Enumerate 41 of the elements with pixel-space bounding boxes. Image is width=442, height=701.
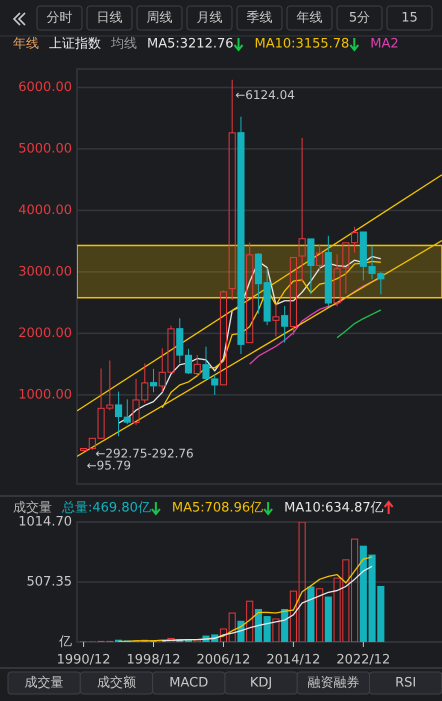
text: 成交额 (96, 674, 136, 690)
y-tick-label: 507.35 (26, 574, 72, 590)
x-tick-label: 2022/12 (336, 652, 390, 668)
y-tick-label: 4000.00 (18, 202, 72, 218)
x-tick-label: 1998/12 (126, 652, 181, 668)
text: 日线 (96, 10, 122, 26)
y-tick-label: 3000.00 (18, 264, 72, 280)
text: 分时 (46, 10, 72, 26)
x-tick-label: 2006/12 (196, 652, 250, 668)
annotation: ←292.75-292.76 (95, 446, 194, 460)
text: MACD (169, 676, 208, 690)
text: MA5:708.96亿 (172, 500, 264, 516)
y-tick-label: 1014.70 (18, 514, 72, 530)
annotation: ←95.79 (86, 458, 132, 472)
text: MA10:634.87亿 (284, 500, 384, 516)
y-tick-label: 1000.00 (18, 387, 72, 402)
text: KDJ (250, 676, 272, 690)
annotation: ←6124.04 (235, 88, 295, 102)
text: 总量:469.80亿 (61, 500, 151, 516)
text: 15 (401, 10, 418, 26)
text: RSI (395, 676, 416, 690)
text: 均线 (110, 36, 137, 52)
text: 成交量 (24, 674, 64, 690)
x-tick-label: 2014/12 (266, 652, 320, 668)
chart-title: 成交量 (13, 500, 52, 516)
y-tick-label: 6000.00 (18, 80, 72, 95)
x-tick-label: 1990/12 (56, 652, 111, 668)
text: 融资融券 (307, 676, 360, 690)
text: 年线 (296, 10, 322, 26)
text: 季线 (246, 10, 272, 26)
y-tick-label: 5000.00 (18, 141, 72, 156)
text: 年线 (13, 36, 39, 52)
chart-title: 上证指数 (49, 36, 101, 52)
y-tick-label: 亿 (58, 634, 72, 650)
text: MA2 (370, 36, 399, 52)
text: 5分 (348, 10, 370, 26)
y-tick-label: 2000.00 (18, 326, 72, 341)
text: 月线 (196, 10, 222, 26)
text: MA5:3212.76 (147, 36, 234, 52)
text: MA10:3155.78 (254, 36, 350, 52)
text: 周线 (146, 10, 172, 26)
